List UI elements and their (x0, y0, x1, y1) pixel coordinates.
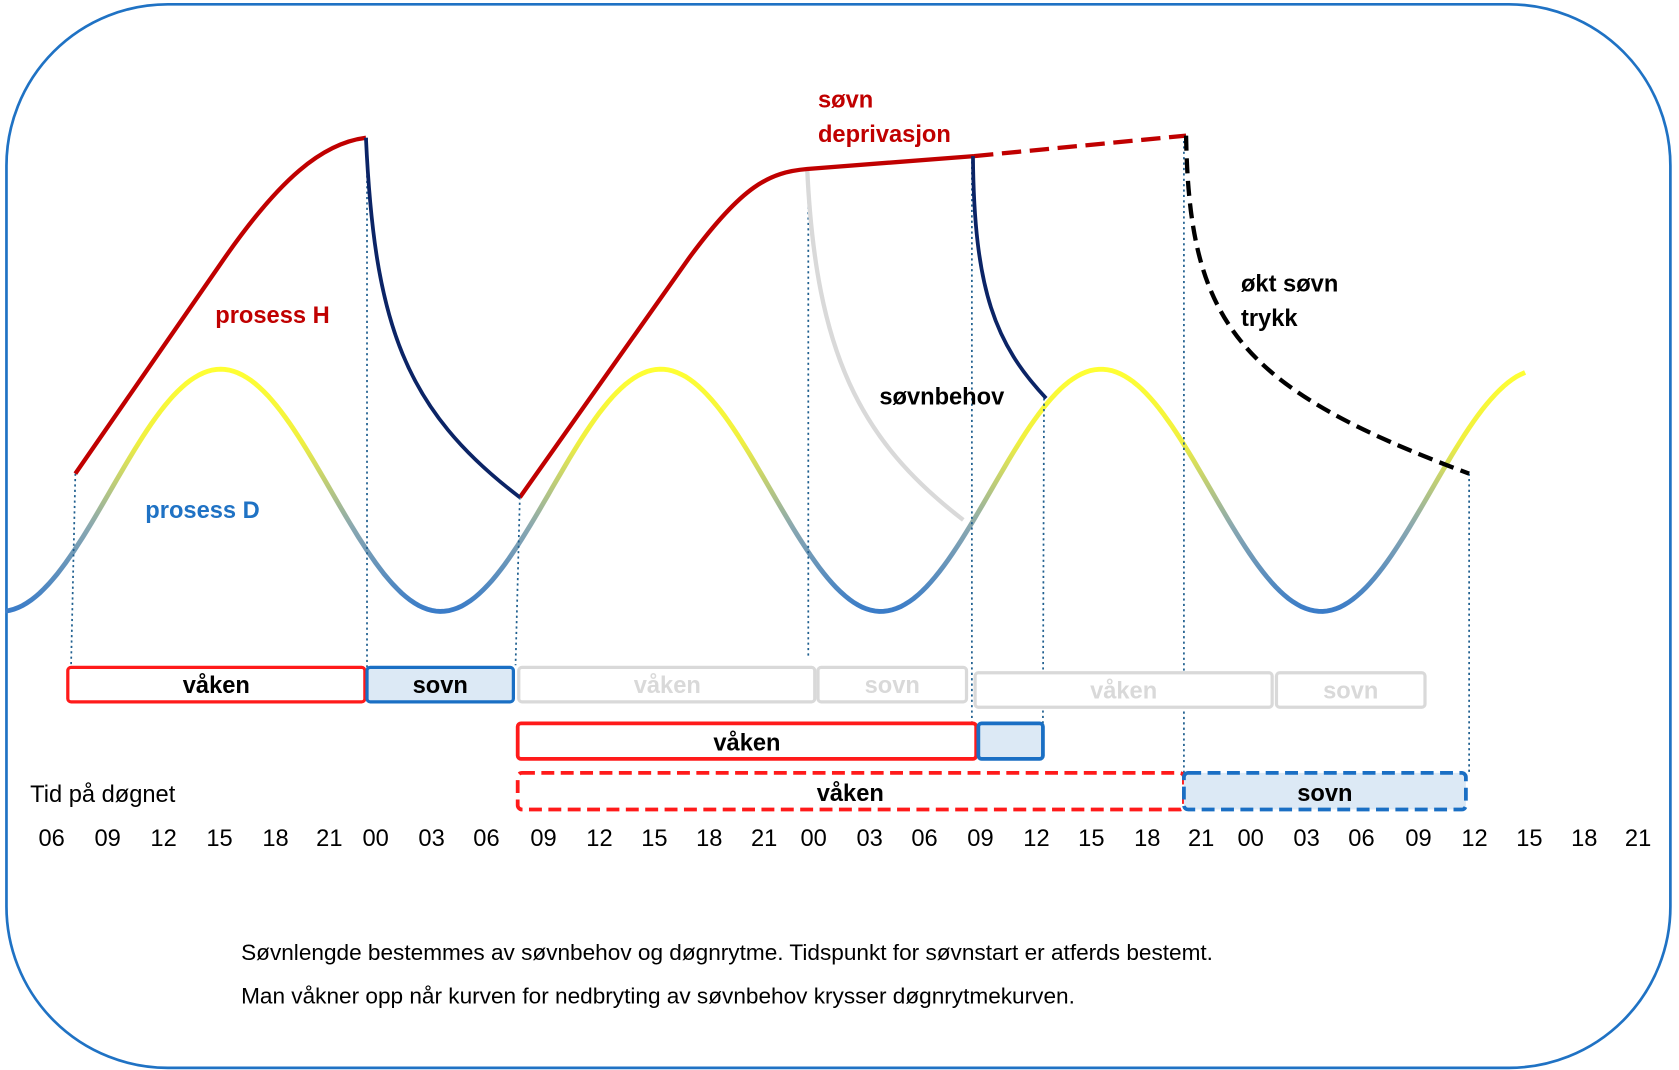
process-h-deprivation-dashed (973, 133, 1187, 159)
process-h-curve (73, 133, 1187, 499)
sleep-decay-curves (364, 137, 1048, 499)
caption-line-2: Man våkner opp når kurven for nedbryting… (241, 983, 1075, 1008)
time-tick-label: 12 (1023, 826, 1049, 852)
ghost-sleep-need-curve (805, 168, 965, 522)
sleep-decay-segment (364, 137, 521, 499)
ghost-sleep-label: sovn (865, 673, 920, 699)
extended-awake-label: våken (817, 781, 884, 807)
time-tick-label: 09 (967, 826, 993, 852)
pressure-label-line2: trykk (1241, 306, 1298, 332)
time-tick-label: 09 (530, 826, 556, 852)
time-tick-label: 00 (362, 826, 388, 852)
sleep-decay-segment (971, 156, 1048, 400)
process-h-segment (73, 135, 367, 475)
time-tick-label: 03 (418, 826, 444, 852)
awake-bar-label: våken (713, 730, 780, 756)
guide-line (514, 497, 521, 666)
bars-row-1: våken sovn våken sovn våken sovn (66, 665, 1427, 709)
time-tick-label: 06 (1348, 826, 1374, 852)
time-axis-title: Tid på døgnet (30, 781, 176, 808)
awake-bar-label: våken (183, 673, 250, 699)
time-tick-label: 15 (641, 826, 667, 852)
time-tick-label: 03 (1293, 826, 1319, 852)
deprivation-label-line1: søvn (818, 88, 873, 114)
guide-line (70, 473, 77, 668)
time-tick-label: 21 (316, 826, 342, 852)
time-tick-label: 15 (206, 826, 232, 852)
time-tick-label: 03 (856, 826, 882, 852)
time-tick-label: 15 (1516, 826, 1542, 852)
process-h-segment (518, 153, 975, 499)
time-tick-label: 18 (696, 826, 722, 852)
process-d-curve (4, 366, 1527, 614)
increased-pressure-dashed-curve (1183, 135, 1470, 476)
time-tick-label: 18 (1134, 826, 1160, 852)
time-tick-label: 12 (150, 826, 176, 852)
sleep-need-label: søvnbehov (879, 385, 1005, 411)
process-h-label: prosess H (215, 303, 329, 329)
deprivation-label-line2: deprivasjon (818, 122, 951, 148)
ghost-awake-label: våken (634, 673, 701, 699)
sleep-bar-label: sovn (413, 673, 468, 699)
time-tick-label: 12 (1461, 826, 1487, 852)
recovery-sleep-bar (1182, 771, 1468, 812)
time-tick-label: 09 (94, 826, 120, 852)
ghost-awake-label: våken (1090, 679, 1157, 705)
frame-border (5, 2, 1672, 1070)
short-sleep-bar (976, 721, 1045, 761)
awake-bar (66, 665, 367, 704)
time-tick-label: 21 (751, 826, 777, 852)
time-tick-label: 18 (1571, 826, 1597, 852)
pressure-label-line1: økt søvn (1241, 272, 1338, 298)
process-d-label: prosess D (145, 498, 259, 524)
bars-row-3: våken sovn (515, 771, 1468, 812)
time-tick-label: 21 (1188, 826, 1214, 852)
ghost-sleep-bar (1274, 671, 1427, 709)
time-tick-label: 18 (262, 826, 288, 852)
ghost-sleep-bar (816, 665, 969, 704)
time-tick-label: 15 (1078, 826, 1104, 852)
time-tick-label: 09 (1405, 826, 1431, 852)
time-tick-label: 06 (911, 826, 937, 852)
time-axis-ticks: 06 09 12 15 18 21 00 03 06 09 12 15 18 21 00 03 06 09 12 15… (38, 826, 1651, 852)
time-tick-label: 00 (1237, 826, 1263, 852)
bars-row-2: våken (515, 721, 1045, 761)
time-tick-label: 06 (473, 826, 499, 852)
sleep-bar (365, 665, 516, 704)
ghost-sleep-label: sovn (1323, 679, 1378, 705)
recovery-sleep-label: sovn (1297, 781, 1352, 807)
time-tick-label: 06 (38, 826, 64, 852)
caption-line-1: Søvnlengde bestemmes av søvnbehov og døg… (241, 940, 1213, 965)
awake-bar (515, 721, 979, 761)
time-tick-label: 21 (1625, 826, 1651, 852)
guide-lines (70, 135, 1470, 776)
guide-line (1042, 398, 1045, 724)
ghost-awake-bar (973, 671, 1274, 709)
time-tick-label: 00 (800, 826, 826, 852)
time-tick-label: 12 (586, 826, 612, 852)
ghost-awake-bar (517, 665, 817, 704)
